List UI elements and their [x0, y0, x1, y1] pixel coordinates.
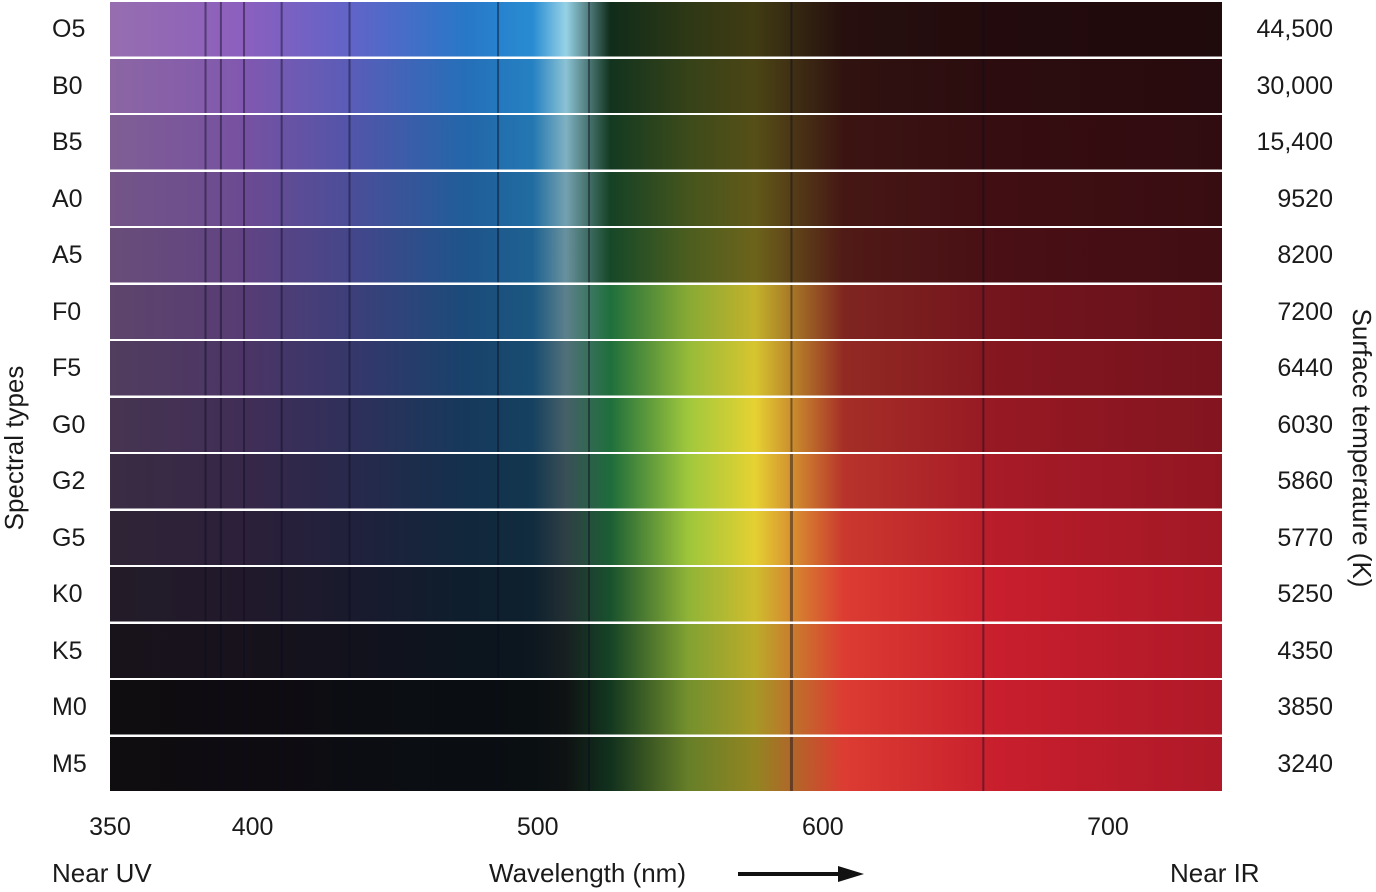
spectral-types-axis-title: Spectral types [0, 365, 29, 531]
spectrum-band [110, 680, 1222, 735]
spectrum-band [110, 736, 1222, 791]
spectrum-band [110, 228, 1222, 283]
temperature-label: 5860 [1277, 467, 1333, 496]
spectrum-strip [110, 680, 1222, 735]
spectrum-band [110, 454, 1222, 509]
spectral-type-label: K5 [52, 636, 83, 665]
spectrum-strip [110, 454, 1222, 509]
spectrum-band [110, 284, 1222, 339]
spectrum-strip [110, 736, 1222, 791]
spectrum-band [110, 58, 1222, 113]
temperature-label: 3850 [1277, 693, 1333, 722]
spectral-type-label: G0 [52, 410, 86, 439]
temperature-label: 15,400 [1256, 128, 1333, 157]
spectral-type-label: K0 [52, 580, 83, 609]
spectrum-band [110, 171, 1222, 226]
temperature-label: 5250 [1277, 580, 1333, 609]
spectral-type-label: B0 [52, 71, 83, 100]
spectrum-band [110, 115, 1222, 170]
x-tick-label: 500 [516, 813, 559, 841]
spectral-type-label: A0 [52, 184, 83, 213]
x-tick-label: 600 [801, 813, 844, 841]
spectrum-strip [110, 623, 1222, 678]
spectral-type-label: A5 [52, 241, 83, 270]
spectral-type-label: G5 [52, 523, 86, 552]
spectrum-band [110, 341, 1222, 396]
spectrum-band [110, 623, 1222, 678]
x-tick-label: 400 [231, 813, 274, 841]
spectrum-strip [110, 115, 1222, 170]
arrow-right-icon [738, 866, 864, 882]
spectra-panel [110, 2, 1222, 792]
temperature-label: 4350 [1277, 636, 1333, 665]
spectrum-strip [110, 341, 1222, 396]
wavelength-axis-title: Wavelength (nm) [489, 858, 686, 888]
temperature-label: 3240 [1277, 749, 1333, 778]
spectral-type-label: M0 [52, 693, 87, 722]
x-tick-label: 350 [89, 813, 131, 841]
spectrum-strip [110, 58, 1222, 113]
spectral-type-label: F5 [52, 354, 82, 383]
temperature-label: 5770 [1277, 523, 1333, 552]
spectrum-band [110, 510, 1222, 565]
surface-temperature-axis-title: Surface temperature (K) [1347, 308, 1376, 588]
spectral-type-label: F0 [52, 297, 82, 326]
spectrum-band [110, 397, 1222, 452]
spectrum-strip [110, 171, 1222, 226]
spectrum-strip [110, 510, 1222, 565]
spectral-type-label: O5 [52, 15, 86, 44]
temperature-label: 44,500 [1256, 15, 1333, 44]
spectrum-strip [110, 397, 1222, 452]
spectral-type-label: G2 [52, 467, 86, 496]
temperature-label: 7200 [1277, 297, 1333, 326]
x-tick-label: 700 [1087, 813, 1129, 841]
spectrum-band [110, 2, 1222, 57]
spectrum-strip [110, 284, 1222, 339]
temperature-label: 9520 [1277, 184, 1333, 213]
spectrum-band [110, 567, 1222, 622]
spectrum-strip [110, 567, 1222, 622]
spectrum-strip [110, 2, 1222, 57]
near-uv-label: Near UV [52, 858, 152, 888]
spectrum-strip [110, 228, 1222, 283]
spectral-type-label: M5 [52, 749, 87, 778]
temperature-label: 6440 [1277, 354, 1333, 383]
temperature-label: 30,000 [1256, 71, 1333, 100]
temperature-label: 6030 [1277, 410, 1333, 439]
temperature-label: 8200 [1277, 241, 1333, 270]
near-ir-label: Near IR [1170, 858, 1260, 888]
spectral-type-label: B5 [52, 128, 83, 157]
